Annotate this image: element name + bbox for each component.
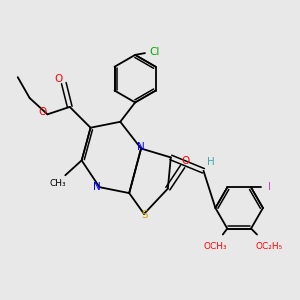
- Text: O: O: [54, 74, 63, 84]
- Text: OC₂H₅: OC₂H₅: [255, 242, 283, 251]
- Text: H: H: [207, 157, 215, 167]
- Text: CH₃: CH₃: [50, 179, 66, 188]
- Text: Cl: Cl: [149, 47, 160, 57]
- Text: O: O: [181, 156, 189, 166]
- Text: S: S: [141, 210, 148, 220]
- Text: O: O: [38, 107, 46, 117]
- Text: N: N: [93, 182, 101, 192]
- Text: N: N: [136, 142, 144, 152]
- Text: OCH₃: OCH₃: [204, 242, 227, 251]
- Text: I: I: [268, 182, 271, 192]
